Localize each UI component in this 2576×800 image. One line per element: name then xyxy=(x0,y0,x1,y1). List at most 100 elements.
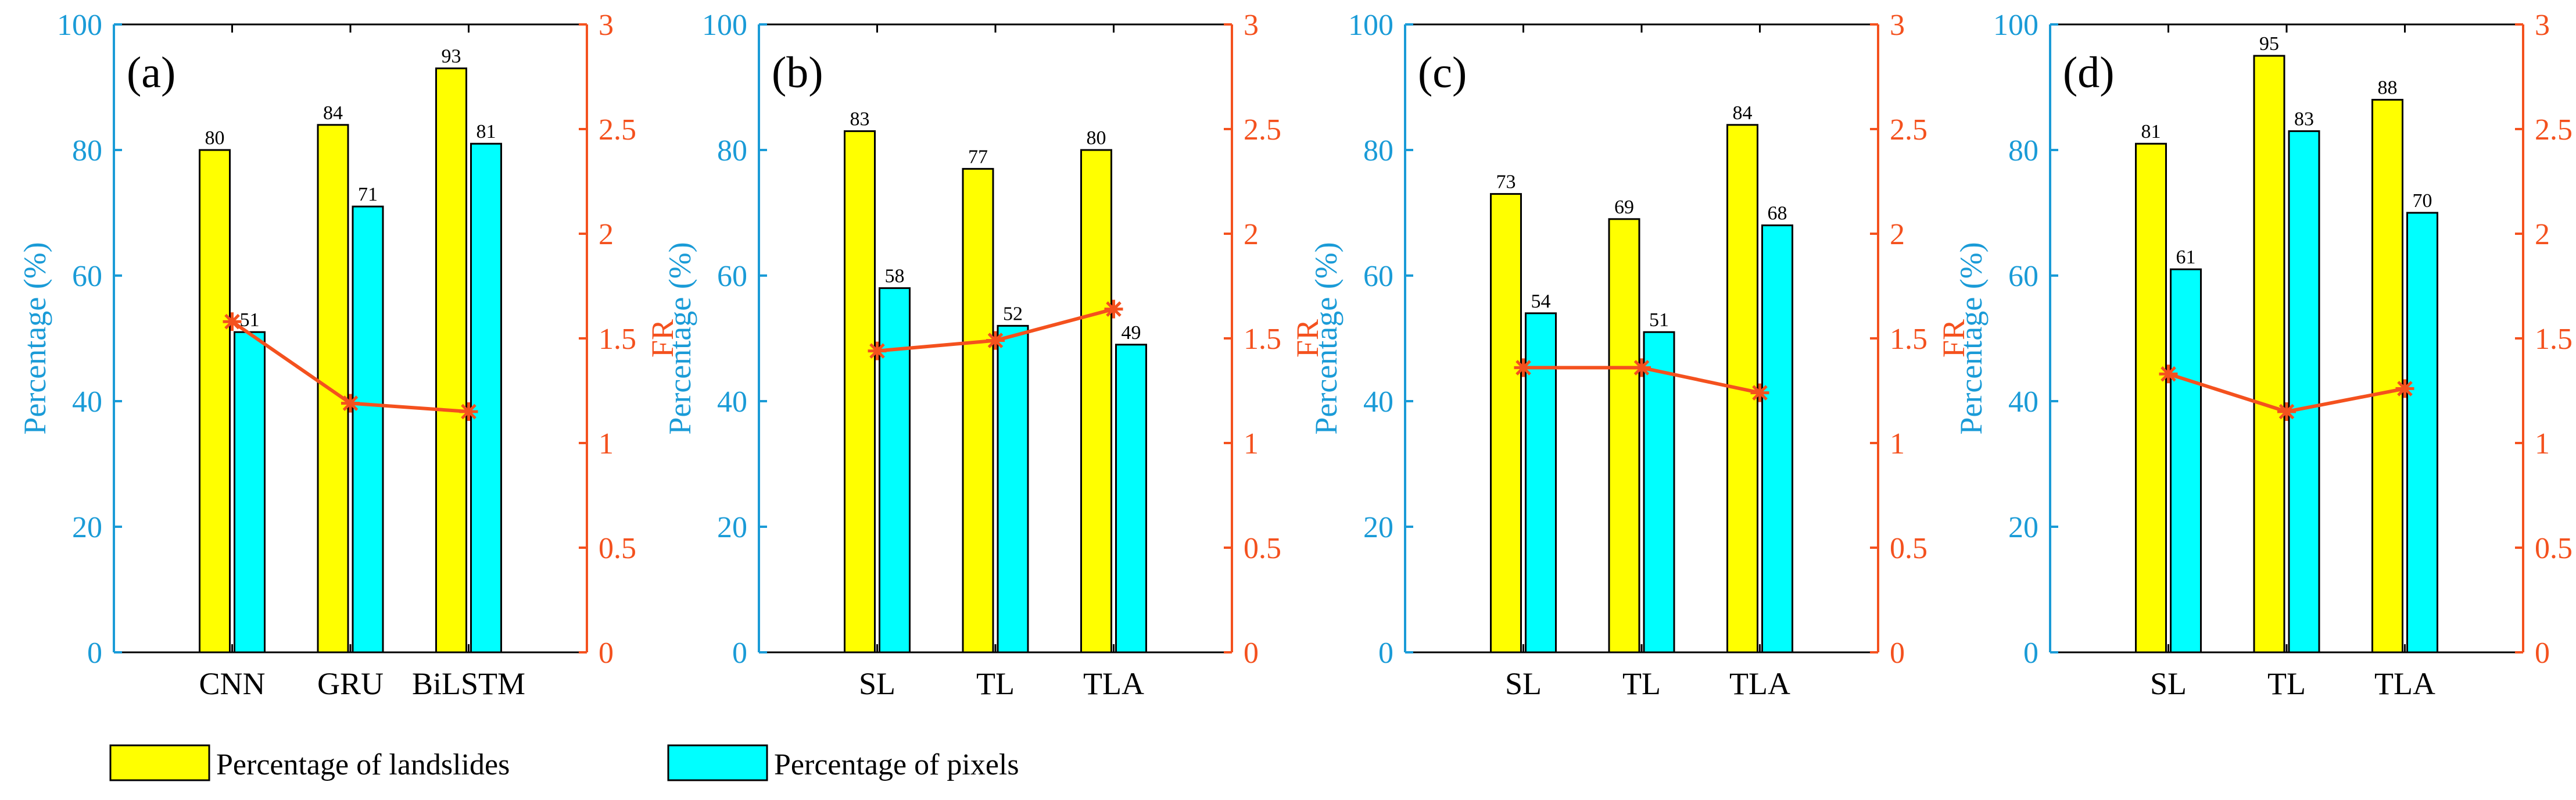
y-tick-label: 40 xyxy=(1363,385,1393,419)
y-tick-label: 0 xyxy=(732,637,747,670)
plot-area xyxy=(2050,24,2523,652)
panel-label: (a) xyxy=(127,48,175,97)
y2-tick-label: 2 xyxy=(1244,218,1259,251)
y2-tick-label: 3 xyxy=(2535,9,2550,42)
y-tick-label: 60 xyxy=(72,260,102,293)
y2-tick-label: 1.5 xyxy=(599,323,636,356)
bar-pixels xyxy=(1525,312,1557,653)
bar-landslides xyxy=(1080,149,1112,653)
bar-landslides xyxy=(2371,99,2403,653)
y-tick-label: 40 xyxy=(717,385,747,419)
bar-pixels xyxy=(234,331,266,653)
x-tick-label: BiLSTM xyxy=(412,666,525,701)
panel-label: (c) xyxy=(1418,48,1467,97)
panel-b: 83 58 SL 77 52 TL 80 49 TLA 0 20 40 60 80 100 0 0.5 1 1.5 2… xyxy=(662,9,1325,701)
panel-d: 81 61 SL 95 83 TL 88 70 TLA 0 20 40 60 80 100 0 0.5 1 1.5 2… xyxy=(1954,9,2573,701)
x-tick-label: SL xyxy=(2150,666,2187,701)
bar-landslides xyxy=(962,167,994,653)
data-label: 88 xyxy=(2378,77,2398,99)
legend-label-pixels: Percentage of pixels xyxy=(774,748,1019,781)
y2-tick-label: 2.5 xyxy=(599,113,636,147)
x-tick-label: TL xyxy=(2267,666,2306,701)
y2-tick-label: 2 xyxy=(2535,218,2550,251)
bar-pixels xyxy=(470,142,502,653)
fr-marker-stroke xyxy=(342,395,359,411)
data-label: 73 xyxy=(1496,172,1516,193)
fr-marker-stroke xyxy=(2397,381,2413,397)
y2-tick-label: 1.5 xyxy=(2535,323,2573,356)
x-tick-label: CNN xyxy=(199,666,265,701)
y-axis-title: Percentage (%) xyxy=(17,242,52,434)
bar-pixels xyxy=(1761,224,1793,653)
y2-tick-label: 3 xyxy=(1244,9,1259,42)
panel-label: (d) xyxy=(2063,48,2115,97)
bar-pixels xyxy=(2170,268,2202,653)
data-label: 61 xyxy=(2176,247,2196,268)
fr-marker xyxy=(868,341,887,360)
y-tick-label: 20 xyxy=(1363,511,1393,544)
data-label: 69 xyxy=(1614,197,1634,218)
y2-axis-title: FR xyxy=(1936,319,1971,358)
y2-tick-label: 0 xyxy=(2535,637,2550,670)
data-label: 77 xyxy=(968,146,988,167)
bar-landslides xyxy=(844,130,876,653)
y2-tick-label: 0.5 xyxy=(1244,532,1281,565)
fr-marker-stroke xyxy=(224,313,240,330)
fr-marker xyxy=(2395,379,2414,398)
legend-swatch-landslides xyxy=(109,744,210,781)
legend: Percentage of landslides Percentage of p… xyxy=(109,744,1019,781)
panel-a: 8051CNN8471GRU9381BiLSTM02040608010000.5… xyxy=(17,9,680,701)
y-tick-label: 80 xyxy=(717,134,747,167)
y-tick-label: 0 xyxy=(2023,637,2038,670)
y2-axis-title: FR xyxy=(645,319,680,358)
fr-marker-stroke xyxy=(1633,360,1650,376)
legend-label-landslides: Percentage of landslides xyxy=(216,748,510,781)
y2-tick-label: 0 xyxy=(599,637,614,670)
fr-marker xyxy=(341,394,360,413)
x-tick-label: SL xyxy=(859,666,895,701)
x-tick-label: TLA xyxy=(2374,666,2435,701)
data-label: 81 xyxy=(2141,121,2161,142)
y-tick-label: 60 xyxy=(717,260,747,293)
y-tick-label: 20 xyxy=(2008,511,2038,544)
fr-marker-stroke xyxy=(2161,366,2176,382)
x-tick-label: TLA xyxy=(1729,666,1790,701)
y2-tick-label: 1 xyxy=(1244,427,1259,460)
data-label: 49 xyxy=(1122,322,1141,344)
x-tick-label: TL xyxy=(1622,666,1661,701)
data-label: 58 xyxy=(885,266,905,287)
y2-tick-label: 3 xyxy=(599,9,614,42)
fr-marker xyxy=(2277,402,2296,421)
y-tick-label: 20 xyxy=(72,511,102,544)
y2-tick-label: 2.5 xyxy=(1890,113,1927,147)
data-label: 80 xyxy=(205,127,225,149)
data-label: 93 xyxy=(442,46,461,67)
y-tick-label: 20 xyxy=(717,511,747,544)
data-label: 83 xyxy=(2294,109,2314,130)
bar-pixels xyxy=(997,324,1029,653)
bar-pixels xyxy=(2288,130,2320,653)
data-label: 52 xyxy=(1003,303,1023,324)
bar-pixels xyxy=(2406,212,2438,653)
y-tick-label: 40 xyxy=(2008,385,2038,419)
y-tick-label: 40 xyxy=(72,385,102,419)
data-label: 84 xyxy=(1733,102,1753,124)
y-axis-title: Percentage (%) xyxy=(1954,242,1989,434)
y2-tick-label: 0.5 xyxy=(599,532,636,565)
fr-marker xyxy=(223,312,242,331)
y2-tick-label: 0 xyxy=(1244,637,1259,670)
data-label: 81 xyxy=(476,121,496,142)
y-tick-label: 100 xyxy=(702,9,747,42)
data-label: 80 xyxy=(1087,127,1106,149)
bar-landslides xyxy=(1608,218,1640,653)
bar-landslides xyxy=(1490,193,1522,653)
data-label: 54 xyxy=(1531,291,1551,312)
y2-tick-label: 0.5 xyxy=(2535,532,2573,565)
fr-marker-stroke xyxy=(2278,403,2295,420)
y2-tick-label: 2 xyxy=(1890,218,1905,251)
data-label: 83 xyxy=(850,109,870,130)
y-axis-title: Percentage (%) xyxy=(1309,242,1343,434)
fr-marker xyxy=(1514,358,1533,377)
y-tick-label: 0 xyxy=(1378,637,1393,670)
y2-tick-label: 1.5 xyxy=(1890,323,1927,356)
